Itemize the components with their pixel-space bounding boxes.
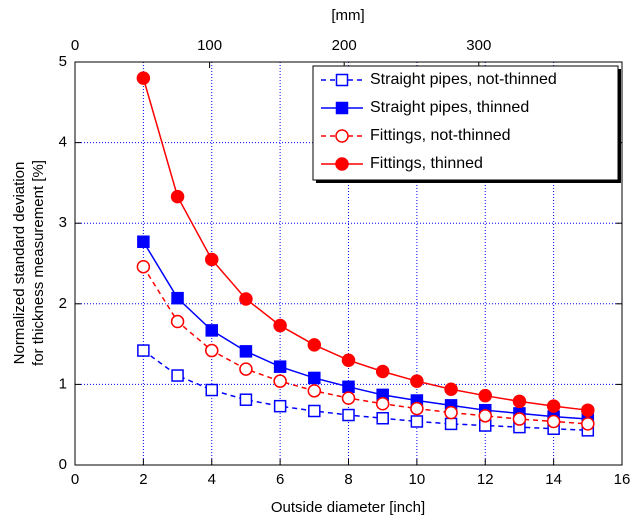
- x-tick-label: 8: [344, 471, 352, 488]
- data-point: [137, 344, 150, 357]
- x2-tick-label: 300: [466, 37, 491, 54]
- data-point: [239, 292, 253, 306]
- data-point: [205, 383, 218, 397]
- y-tick-label: 0: [59, 456, 67, 473]
- series-line: [142, 266, 588, 425]
- data-point: [546, 414, 561, 429]
- data-point: [444, 405, 458, 420]
- y-tick-label: 1: [59, 375, 67, 392]
- x2-axis-label: [mm]: [331, 7, 364, 24]
- data-point: [410, 401, 424, 416]
- data-point: [478, 409, 492, 423]
- y-tick-label: 5: [59, 53, 67, 70]
- data-point: [273, 360, 287, 373]
- data-point: [512, 394, 527, 409]
- x-tick-label: 10: [409, 471, 426, 488]
- data-point: [171, 369, 184, 382]
- plot-frame: [74, 61, 623, 466]
- data-point: [239, 362, 253, 376]
- legend-label: Fittings, thinned: [370, 155, 483, 172]
- x-tick-label: 6: [276, 471, 284, 488]
- data-point: [342, 408, 355, 422]
- y-axis-label: for thickness measurement [%]: [30, 160, 47, 366]
- y-axis-label: Normalized standard deviation: [11, 162, 28, 365]
- legend-marker: [335, 73, 349, 87]
- data-point: [136, 71, 151, 85]
- legend-marker: [335, 129, 349, 143]
- legend-marker: [335, 157, 349, 171]
- data-point: [308, 371, 321, 385]
- data-point: [239, 393, 253, 406]
- data-point: [410, 374, 424, 388]
- data-point: [581, 417, 595, 431]
- x2-tick-label: 100: [197, 37, 222, 54]
- data-point: [137, 235, 150, 248]
- data-point: [410, 415, 424, 428]
- legend-box: [312, 65, 619, 181]
- legend-marker: [335, 101, 349, 115]
- data-point: [444, 382, 458, 396]
- x-tick-label: 2: [139, 471, 147, 488]
- x-tick-label: 0: [71, 471, 79, 488]
- data-point: [341, 391, 356, 405]
- data-point: [307, 338, 322, 352]
- x2-tick-label: 0: [71, 37, 79, 54]
- x2-tick-label: 200: [332, 37, 357, 54]
- data-point: [308, 404, 321, 418]
- data-point: [273, 399, 287, 413]
- data-point: [239, 345, 253, 358]
- data-point: [136, 259, 151, 274]
- data-point: [375, 396, 390, 411]
- data-point: [512, 412, 527, 426]
- data-point: [307, 384, 322, 398]
- data-point: [205, 252, 219, 267]
- data-point: [171, 291, 184, 305]
- x-axis-label: Outside diameter [inch]: [271, 499, 425, 516]
- data-point: [170, 314, 185, 329]
- legend-label: Straight pipes, thinned: [370, 99, 529, 116]
- y-tick-label: 4: [59, 134, 67, 151]
- data-point: [444, 417, 458, 431]
- data-point: [546, 399, 561, 413]
- x-tick-label: 14: [545, 471, 562, 488]
- data-point: [375, 364, 390, 379]
- x-tick-label: 12: [477, 471, 494, 488]
- data-point: [170, 189, 185, 204]
- data-point: [205, 343, 219, 358]
- data-point: [273, 318, 287, 333]
- x-tick-label: 16: [614, 471, 631, 488]
- data-point: [342, 380, 355, 394]
- x-tick-label: 4: [208, 471, 216, 488]
- data-point: [205, 324, 218, 337]
- data-point: [341, 353, 356, 367]
- data-point: [581, 403, 595, 417]
- data-point: [478, 388, 492, 403]
- data-point: [376, 412, 389, 425]
- legend-label: Fittings, not-thinned: [370, 127, 511, 144]
- legend-label: Straight pipes, not-thinned: [370, 71, 557, 88]
- y-tick-label: 3: [59, 214, 67, 231]
- data-point: [273, 374, 287, 388]
- y-tick-label: 2: [59, 295, 67, 312]
